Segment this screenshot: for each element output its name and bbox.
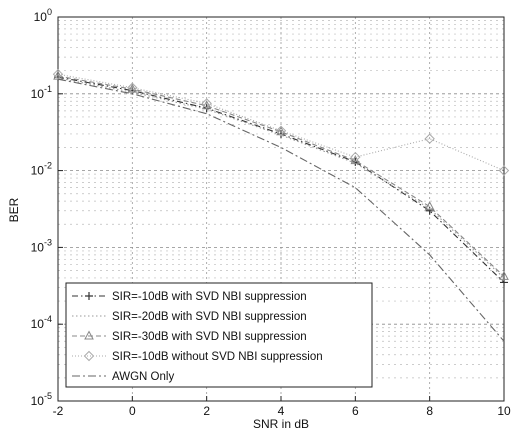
x-tick-label: 0	[129, 404, 136, 418]
data-point	[85, 292, 93, 300]
legend: SIR=-10dB with SVD NBI suppression SIR=-2…	[65, 282, 373, 388]
series-1	[54, 73, 508, 287]
data-point	[127, 82, 138, 93]
y-tick-label: 10-4	[31, 314, 52, 331]
series-line	[57, 78, 505, 342]
legend-item: SIR=-10dB with SVD NBI suppression	[72, 291, 307, 303]
x-tick-label: 4	[278, 404, 285, 418]
legend-label: AWGN Only	[112, 371, 174, 383]
x-axis-label: SNR in dB	[253, 417, 309, 431]
data-point	[201, 100, 212, 110]
series-line	[57, 75, 505, 277]
data-point	[424, 201, 435, 211]
data-point	[277, 129, 285, 138]
legend-label: SIR=-10dB with SVD NBI suppression	[112, 291, 307, 303]
legend-label: SIR=-30dB with SVD NBI suppression	[112, 331, 307, 343]
series-line	[57, 77, 505, 279]
series-4	[52, 68, 510, 176]
data-point	[424, 133, 435, 144]
data-point	[84, 330, 94, 340]
x-tick-label: 2	[203, 404, 210, 418]
legend-label: SIR=-10dB without SVD NBI suppression	[112, 351, 323, 363]
y-tick-label: 10-2	[31, 161, 52, 178]
x-tick-label: 6	[352, 404, 359, 418]
data-point	[498, 165, 510, 176]
x-tick-label: 8	[426, 404, 433, 418]
series-5	[57, 78, 505, 342]
data-point	[201, 98, 212, 109]
series-line	[57, 73, 505, 172]
legend-label: SIR=-20dB with SVD NBI suppression	[112, 311, 307, 323]
tick-labels: -2 0 2 4 6 8 10 100 10-1 10-2 10-3 10-4 10-5	[31, 7, 511, 418]
data-point	[350, 151, 361, 163]
y-tick-label: 10-5	[31, 391, 52, 408]
y-axis-label: BER	[7, 197, 21, 222]
data-point	[499, 270, 509, 280]
x-tick-label: -2	[53, 404, 64, 418]
data-point	[83, 350, 95, 362]
y-tick-label: 10-1	[31, 84, 52, 101]
legend-item: SIR=-10dB without SVD NBI suppression	[72, 350, 323, 363]
y-tick-label: 10-3	[31, 237, 52, 254]
data-point	[275, 125, 287, 136]
x-tick-label: 10	[497, 404, 511, 418]
legend-item: AWGN Only	[72, 371, 174, 383]
data-point	[52, 68, 64, 80]
legend-item: SIR=-30dB with SVD NBI suppression	[72, 330, 307, 343]
legend-item: SIR=-20dB with SVD NBI suppression	[72, 311, 307, 323]
y-tick-label: 100	[34, 7, 52, 24]
legend-box	[65, 282, 373, 388]
series-layer	[52, 68, 510, 342]
series-2	[57, 77, 505, 279]
